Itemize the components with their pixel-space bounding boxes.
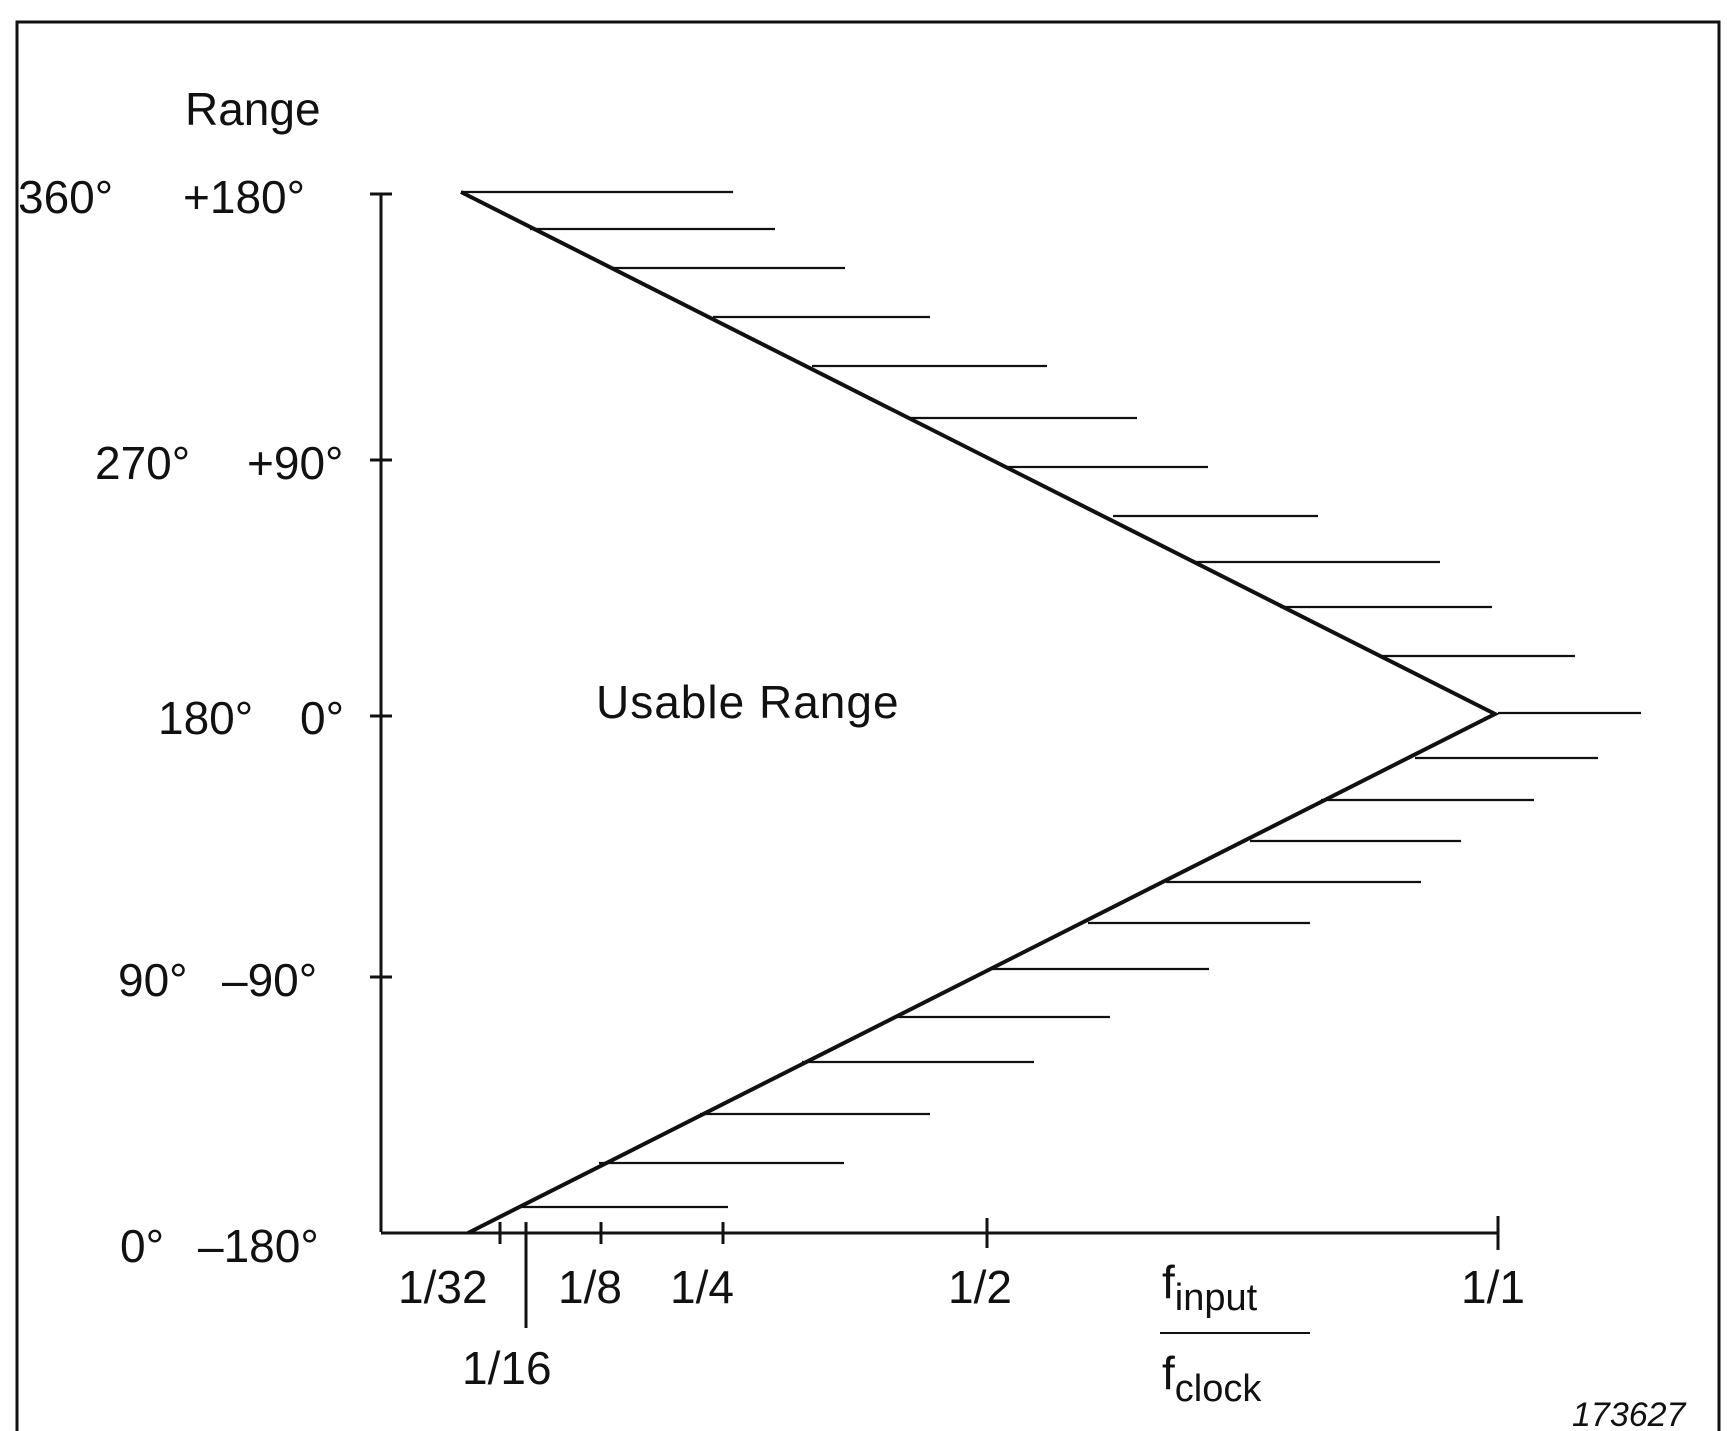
x-tick-label: 1/16	[462, 1342, 552, 1394]
x-label-denominator-sub: clock	[1175, 1368, 1263, 1410]
y-tick-label-left: 270°	[95, 437, 190, 489]
x-label-numerator-base: f	[1162, 1256, 1175, 1308]
y-tick-label-left: 360°	[18, 171, 113, 223]
usable-range-label: Usable Range	[596, 676, 900, 728]
y-tick-label-right: +180°	[183, 171, 305, 223]
y-tick-label-left: 0°	[120, 1220, 164, 1272]
y-axis-title: Range	[185, 83, 321, 135]
usable-range-boundary	[460, 190, 1500, 1235]
y-tick-label-right: +90°	[247, 437, 343, 489]
svg-text:finput: finput	[1162, 1256, 1258, 1319]
x-axis-label: finput fclock	[1160, 1256, 1310, 1410]
x-tick-label: 1/2	[948, 1261, 1012, 1313]
x-tick-label: 1/4	[670, 1261, 734, 1313]
x-label-denominator-base: f	[1162, 1347, 1175, 1399]
x-tick-label: 1/32	[398, 1261, 488, 1313]
y-tick-label-left: 180°	[158, 692, 253, 744]
x-tick-label: 1/1	[1461, 1261, 1525, 1313]
svg-text:fclock: fclock	[1162, 1347, 1262, 1410]
x-tick-label: 1/8	[558, 1261, 622, 1313]
y-tick-label-right: –180°	[198, 1220, 319, 1272]
x-label-numerator-sub: input	[1175, 1277, 1258, 1319]
figure-number: 173627	[1572, 1396, 1687, 1431]
figure-frame	[15, 20, 1721, 1431]
y-tick-label-right: 0°	[300, 692, 344, 744]
y-tick-label-right: –90°	[222, 954, 317, 1006]
y-tick-label-left: 90°	[118, 954, 188, 1006]
hatching	[461, 190, 1641, 1209]
